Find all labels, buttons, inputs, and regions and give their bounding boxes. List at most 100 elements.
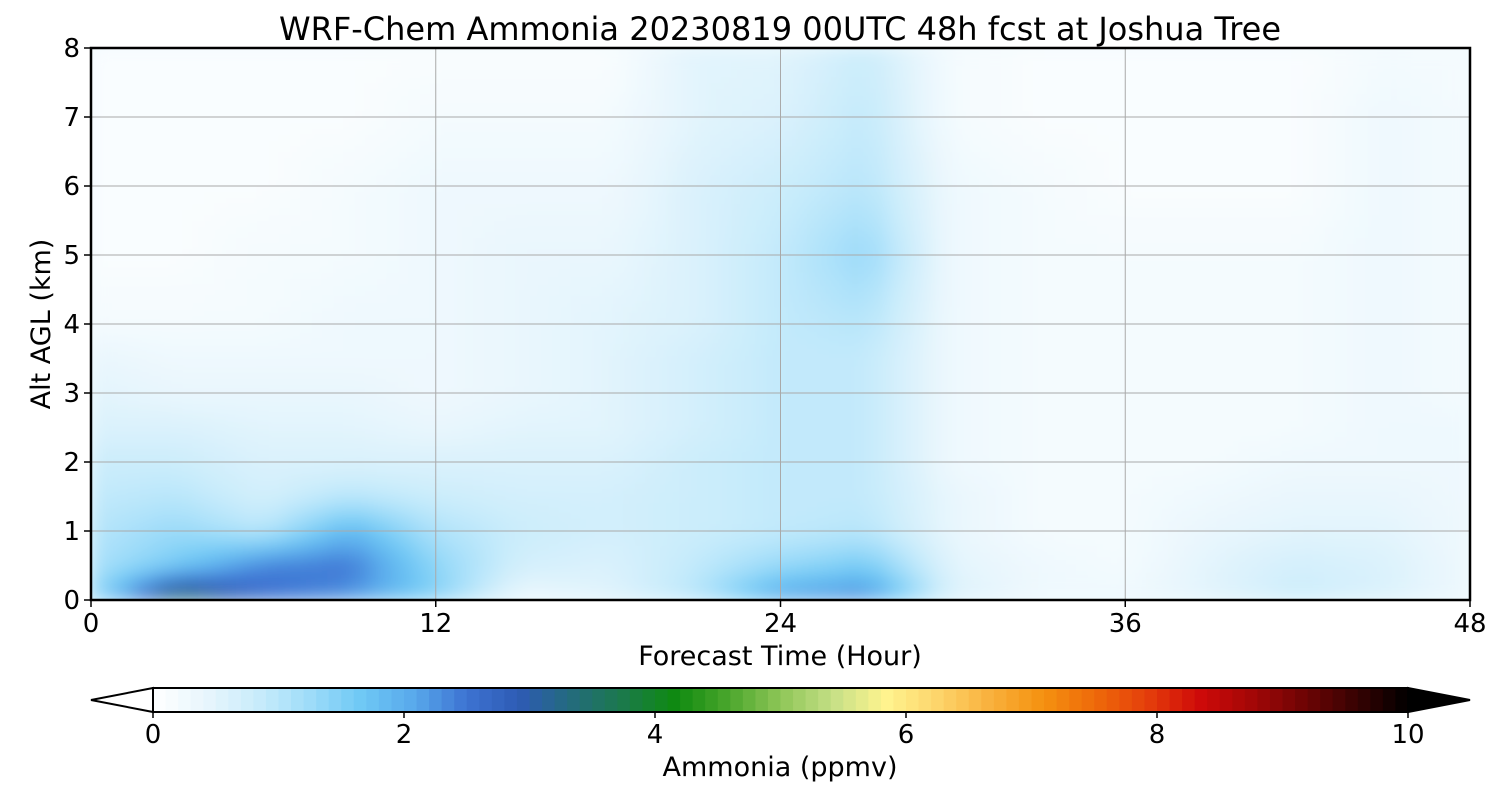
heatmap-cell	[1038, 401, 1062, 411]
heatmap-cell	[672, 366, 695, 377]
heatmap-cell	[349, 340, 372, 351]
heatmap-cell	[909, 383, 932, 394]
heatmap-cell	[1146, 478, 1169, 489]
heatmap-cell	[930, 539, 954, 549]
heatmap-cell	[327, 271, 351, 290]
heatmap-cell	[1060, 168, 1083, 187]
heatmap-cell	[823, 452, 846, 463]
heatmap-cell	[715, 48, 738, 66]
heatmap-cell	[1124, 82, 1148, 101]
heatmap-cell	[327, 306, 351, 325]
heatmap-cell	[672, 444, 695, 454]
heatmap-cell	[758, 530, 781, 541]
heatmap-cell	[607, 444, 631, 454]
heatmap-cell	[736, 409, 760, 420]
colorbar-swatch	[504, 688, 518, 712]
heatmap-cell	[1232, 306, 1256, 325]
heatmap-cell	[349, 590, 372, 600]
heatmap-cell	[1189, 504, 1212, 515]
heatmap-cell	[241, 271, 264, 290]
heatmap-cell	[327, 340, 351, 351]
heatmap-cell	[392, 323, 415, 334]
heatmap-cell	[650, 513, 674, 523]
heatmap-cell	[521, 582, 544, 592]
heatmap-cell	[241, 202, 264, 221]
heatmap-cell	[392, 521, 415, 532]
heatmap-cell	[844, 254, 868, 273]
heatmap-cell	[693, 461, 717, 472]
heatmap-cell	[1383, 435, 1406, 446]
colorbar-swatch	[1081, 688, 1095, 712]
heatmap-cell	[155, 478, 178, 489]
heatmap-cell	[1297, 521, 1320, 532]
heatmap-cell	[801, 306, 825, 325]
heatmap-cell	[672, 358, 695, 368]
heatmap-cell	[1038, 504, 1062, 515]
heatmap-cell	[1060, 556, 1083, 566]
heatmap-cell	[693, 271, 717, 290]
heatmap-cell	[650, 116, 674, 135]
heatmap-cell	[1232, 168, 1256, 187]
heatmap-cell	[305, 478, 329, 489]
heatmap-cell	[392, 116, 415, 135]
heatmap-cell	[198, 271, 221, 290]
heatmap-cell	[1189, 590, 1212, 600]
heatmap-cell	[586, 133, 609, 152]
heatmap-cell	[607, 48, 631, 66]
heatmap-cell	[1361, 289, 1385, 308]
heatmap-cell	[456, 99, 480, 118]
heatmap-cell	[349, 582, 372, 592]
heatmap-cell	[198, 435, 221, 446]
heatmap-cell	[736, 573, 760, 584]
heatmap-cell	[973, 556, 997, 566]
heatmap-cell	[930, 375, 954, 385]
heatmap-cell	[521, 116, 544, 135]
heatmap-cell	[1340, 64, 1363, 83]
heatmap-cell	[435, 349, 458, 359]
heatmap-cell	[1275, 151, 1299, 170]
heatmap-cell	[1060, 358, 1083, 368]
heatmap-cell	[521, 470, 544, 480]
heatmap-cell	[564, 340, 588, 351]
heatmap-cell	[176, 590, 200, 600]
heatmap-cell	[887, 521, 911, 532]
heatmap-cell	[930, 383, 954, 394]
heatmap-cell	[370, 358, 394, 368]
heatmap-cell	[327, 185, 351, 204]
heatmap-cell	[198, 349, 221, 359]
heatmap-cell	[973, 375, 997, 385]
heatmap-cell	[586, 99, 609, 118]
heatmap-cell	[736, 452, 760, 463]
heatmap-cell	[629, 375, 652, 385]
heatmap-cell	[995, 289, 1019, 308]
heatmap-cell	[930, 590, 954, 600]
heatmap-cell	[1361, 82, 1385, 101]
heatmap-cell	[1361, 504, 1385, 515]
heatmap-cell	[499, 306, 523, 325]
heatmap-cell	[1124, 392, 1148, 403]
heatmap-cell	[1404, 530, 1428, 541]
heatmap-cell	[758, 185, 781, 204]
heatmap-cell	[305, 504, 329, 515]
heatmap-cell	[780, 539, 803, 549]
heatmap-cell	[887, 573, 911, 584]
heatmap-cell	[844, 547, 868, 558]
heatmap-cell	[823, 556, 846, 566]
heatmap-cell	[1038, 254, 1062, 273]
heatmap-cell	[1232, 237, 1256, 256]
heatmap-cell	[844, 409, 868, 420]
heatmap-cell	[241, 392, 264, 403]
heatmap-cell	[1297, 48, 1320, 66]
heatmap-cell	[844, 504, 868, 515]
heatmap-cell	[1340, 358, 1363, 368]
heatmap-cell	[392, 366, 415, 377]
heatmap-cell	[219, 409, 243, 420]
heatmap-cell	[499, 409, 523, 420]
heatmap-cell	[758, 539, 781, 549]
heatmap-cell	[133, 504, 157, 515]
heatmap-cell	[564, 409, 588, 420]
heatmap-cell	[672, 375, 695, 385]
heatmap-cell	[758, 340, 781, 351]
heatmap-cell	[866, 289, 889, 308]
heatmap-cell	[1447, 539, 1470, 549]
